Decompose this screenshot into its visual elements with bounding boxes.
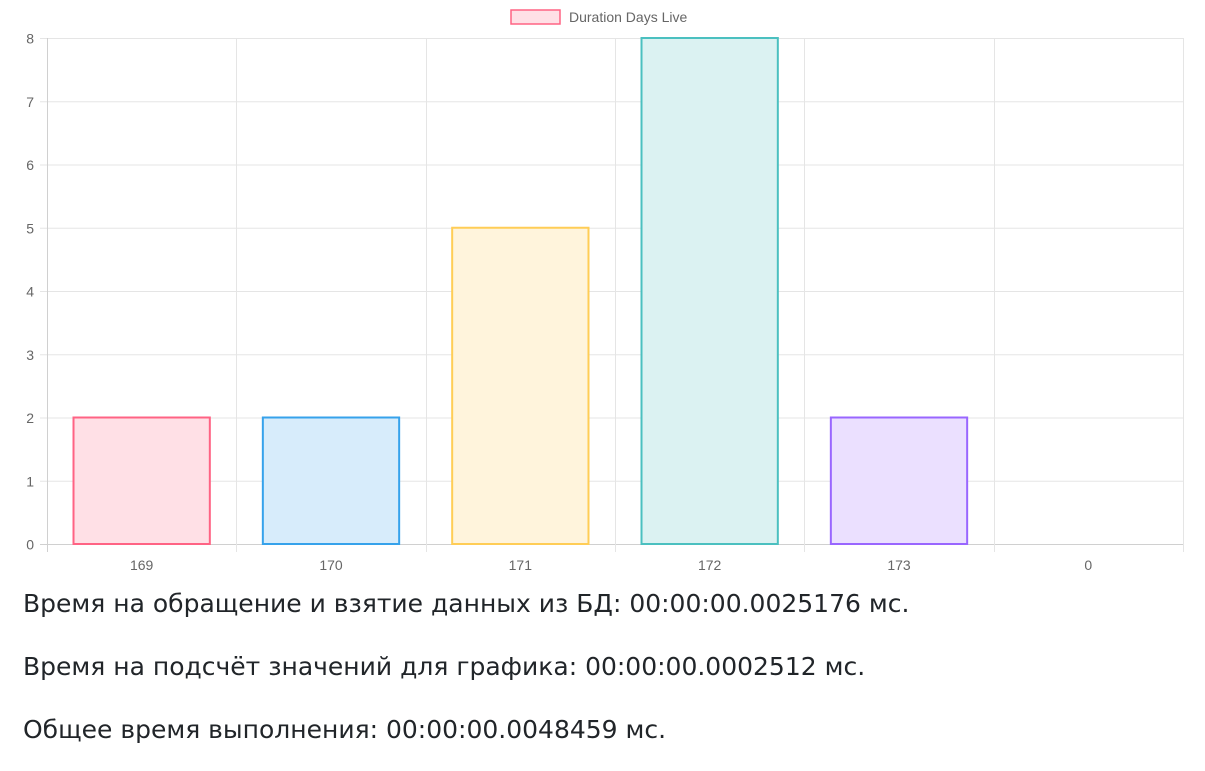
legend-swatch[interactable] xyxy=(510,9,561,25)
chart-legend[interactable]: Duration Days Live xyxy=(510,9,687,25)
bar-171[interactable] xyxy=(451,226,590,545)
bar-172[interactable] xyxy=(640,37,779,545)
x-tick-label: 169 xyxy=(130,557,154,573)
chart-grid xyxy=(40,38,1184,552)
x-tick-label: 171 xyxy=(509,557,533,573)
y-tick-label: 2 xyxy=(26,410,34,426)
y-tick-label: 4 xyxy=(26,284,34,300)
x-tick-label: 170 xyxy=(319,557,343,573)
legend-label[interactable]: Duration Days Live xyxy=(569,9,687,25)
total-execution-time-text: Общее время выполнения: 00:00:00.0048459… xyxy=(23,715,667,744)
db-query-time-text: Время на обращение и взятие данных из БД… xyxy=(23,589,910,618)
bar-170[interactable] xyxy=(261,416,401,545)
bar-173[interactable] xyxy=(829,416,969,545)
timing-stats: Время на обращение и взятие данных из БД… xyxy=(23,582,909,771)
bar-169[interactable] xyxy=(72,416,211,545)
bar-chart: 0 1 2 3 4 5 6 7 8 169 170 171 172 173 0 Duration Days … xyxy=(26,9,1184,574)
y-tick-label: 5 xyxy=(26,220,34,236)
y-tick-label: 7 xyxy=(26,94,34,110)
x-tick-label: 173 xyxy=(887,557,911,573)
chart-axes: 0 1 2 3 4 5 6 7 8 169 170 171 172 173 0 xyxy=(26,31,1092,574)
y-tick-label: 8 xyxy=(26,31,34,47)
y-tick-label: 1 xyxy=(26,473,34,489)
chart-bars xyxy=(72,37,969,545)
y-tick-label: 3 xyxy=(26,347,34,363)
y-tick-label: 6 xyxy=(26,157,34,173)
x-tick-label: 172 xyxy=(698,557,722,573)
y-tick-label: 0 xyxy=(26,537,34,553)
x-tick-label: 0 xyxy=(1084,557,1092,573)
chart-calc-time-text: Время на подсчёт значений для графика: 0… xyxy=(23,652,866,681)
